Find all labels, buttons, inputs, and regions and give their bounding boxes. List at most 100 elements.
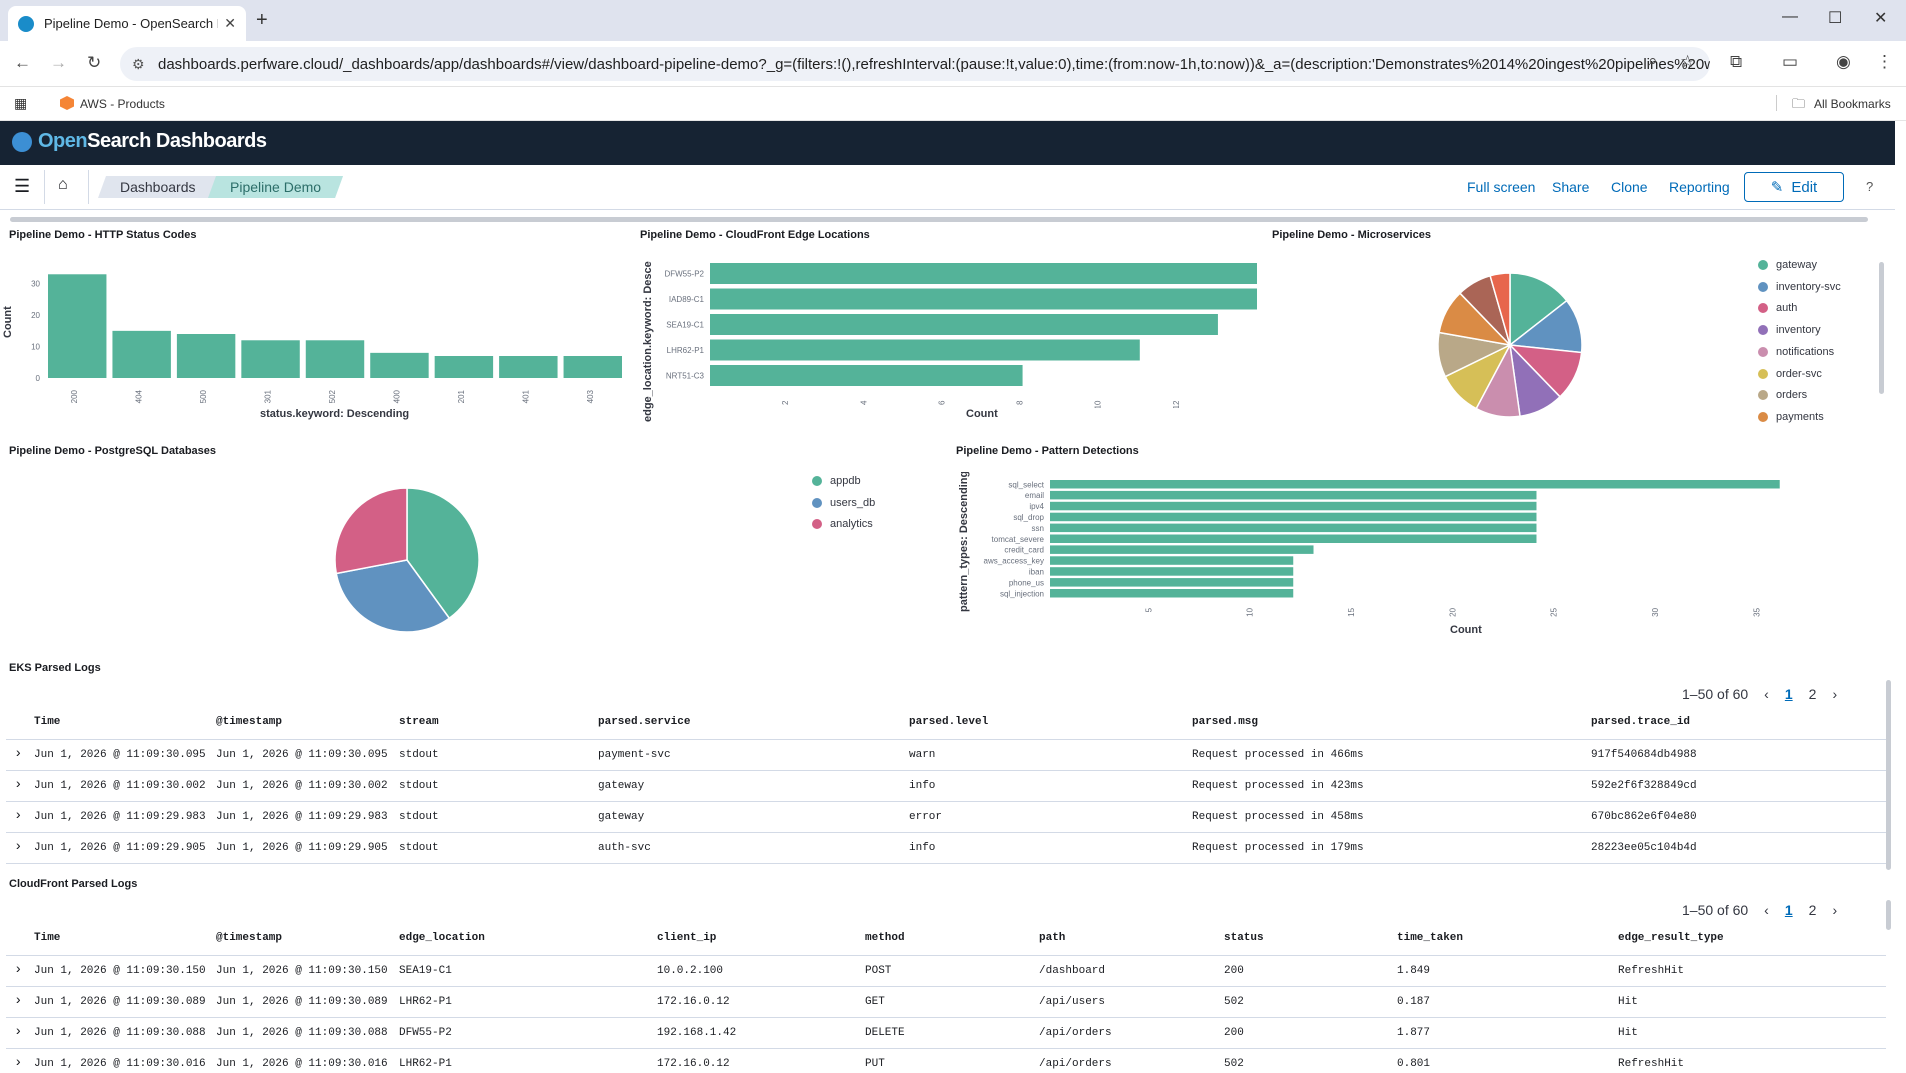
legend-item[interactable]: auth — [1758, 302, 1797, 314]
legend-item[interactable]: analytics — [812, 518, 873, 530]
full-screen-link[interactable]: Full screen — [1467, 179, 1536, 195]
home-icon[interactable]: ⌂ — [58, 176, 68, 193]
legend-item[interactable]: gateway — [1758, 259, 1817, 271]
apps-grid-icon[interactable]: ▦ — [14, 95, 28, 111]
forward-icon[interactable]: → — [50, 53, 67, 72]
legend-scrollbar[interactable] — [1879, 262, 1884, 394]
clone-link[interactable]: Clone — [1611, 179, 1648, 195]
column-header[interactable]: status — [1224, 932, 1264, 944]
column-header[interactable]: edge_result_type — [1618, 932, 1724, 944]
all-bookmarks[interactable]: All Bookmarks — [1814, 97, 1891, 111]
table-cell: gateway — [598, 780, 645, 792]
table-cell: DELETE — [865, 1027, 905, 1039]
legend-item[interactable]: notifications — [1758, 346, 1834, 358]
column-header[interactable]: parsed.service — [598, 716, 691, 728]
cf-page-2[interactable]: 2 — [1808, 902, 1817, 918]
cf-page-1[interactable]: 1 — [1784, 902, 1793, 918]
bookmark-star-icon[interactable]: ☆ — [1680, 52, 1696, 71]
bar — [499, 356, 558, 378]
reporting-link[interactable]: Reporting — [1669, 179, 1730, 195]
extensions-icon[interactable]: ⧉ — [1730, 52, 1743, 71]
menu-kebab-icon[interactable]: ⋮ — [1876, 52, 1893, 71]
back-icon[interactable]: ← — [14, 53, 31, 72]
column-header[interactable]: Time — [34, 932, 61, 944]
pie-slice — [335, 559, 451, 633]
cast-icon[interactable]: ▭ — [1782, 52, 1799, 71]
table-cell: 28223ee05c104b4d — [1591, 842, 1697, 854]
hamburger-menu-icon[interactable]: ☰ — [14, 176, 31, 196]
edit-button[interactable]: ✎ Edit — [1744, 172, 1844, 202]
minimize-icon[interactable]: — — [1782, 8, 1798, 25]
legend-item[interactable]: appdb — [812, 475, 861, 487]
legend-item[interactable]: order-svc — [1758, 368, 1822, 380]
bookmark-aws-products[interactable]: AWS - Products — [80, 97, 165, 111]
legend-item[interactable]: inventory — [1758, 324, 1821, 336]
column-header[interactable]: parsed.trace_id — [1591, 716, 1691, 728]
expand-row-icon[interactable]: › — [14, 962, 23, 978]
expand-row-icon[interactable]: › — [14, 746, 23, 762]
eks-page-2[interactable]: 2 — [1808, 686, 1817, 702]
table-row[interactable]: › Jun 1, 2026 @ 11:09:30.150 Jun 1, 2026 @… — [6, 956, 1886, 987]
table-cell: Request processed in 423ms — [1192, 780, 1364, 792]
legend-item[interactable]: orders — [1758, 389, 1807, 401]
table-row[interactable]: › Jun 1, 2026 @ 11:09:30.002 Jun 1, 2026 @… — [6, 771, 1886, 802]
column-header[interactable]: @timestamp — [216, 716, 283, 728]
expand-row-icon[interactable]: › — [14, 839, 23, 855]
column-header[interactable]: time_taken — [1397, 932, 1464, 944]
cf-scrollbar[interactable] — [1886, 900, 1891, 930]
expand-row-icon[interactable]: › — [14, 777, 23, 793]
expand-row-icon[interactable]: › — [14, 993, 23, 1009]
bar — [1050, 545, 1314, 554]
opensearch-logo[interactable]: Open Search Dashboards — [12, 130, 267, 153]
prev-page-icon[interactable]: ‹ — [1764, 686, 1769, 702]
column-header[interactable]: @timestamp — [216, 932, 283, 944]
horizontal-scrollbar[interactable] — [10, 217, 1868, 222]
legend-dot-icon — [1758, 368, 1768, 379]
legend-dot-icon — [812, 519, 822, 530]
url-bar[interactable]: ⚙ dashboards.perfware.cloud/_dashboards/… — [120, 47, 1710, 81]
column-header[interactable]: edge_location — [399, 932, 485, 944]
table-cell: POST — [865, 965, 892, 977]
column-header[interactable]: method — [865, 932, 905, 944]
column-header[interactable]: client_ip — [657, 932, 717, 944]
column-header[interactable]: parsed.msg — [1192, 716, 1259, 728]
new-tab-icon[interactable]: + — [256, 9, 268, 31]
profile-icon[interactable]: ◉ — [1836, 52, 1851, 71]
table-cell: Request processed in 179ms — [1192, 842, 1364, 854]
share-link[interactable]: Share — [1552, 179, 1590, 195]
breadcrumb-dashboards[interactable]: Dashboards — [98, 176, 218, 198]
column-header[interactable]: path — [1039, 932, 1066, 944]
next-page-icon[interactable]: › — [1832, 902, 1838, 918]
site-info-icon[interactable]: ⚙ — [132, 56, 145, 72]
x-tick-label: 301 — [264, 389, 273, 403]
zoom-icon[interactable]: ⌕ — [1648, 51, 1658, 70]
prev-page-icon[interactable]: ‹ — [1764, 902, 1769, 918]
expand-row-icon[interactable]: › — [14, 808, 23, 824]
next-page-icon[interactable]: › — [1832, 686, 1838, 702]
expand-row-icon[interactable]: › — [14, 1024, 23, 1040]
help-icon[interactable]: ? — [1866, 179, 1874, 194]
column-header[interactable]: parsed.level — [909, 716, 989, 728]
table-row[interactable]: › Jun 1, 2026 @ 11:09:30.088 Jun 1, 2026 @… — [6, 1018, 1886, 1049]
close-window-icon[interactable]: ✕ — [1874, 10, 1888, 27]
legend-item[interactable]: payments — [1758, 411, 1824, 423]
eks-page-1[interactable]: 1 — [1784, 686, 1793, 702]
table-row[interactable]: › Jun 1, 2026 @ 11:09:29.905 Jun 1, 2026 @… — [6, 833, 1886, 864]
legend-item[interactable]: users_db — [812, 497, 875, 509]
table-row[interactable]: › Jun 1, 2026 @ 11:09:30.095 Jun 1, 2026 @… — [6, 740, 1886, 771]
bar — [710, 314, 1218, 335]
table-row[interactable]: › Jun 1, 2026 @ 11:09:30.016 Jun 1, 2026 @… — [6, 1049, 1886, 1073]
eks-scrollbar[interactable] — [1886, 680, 1891, 870]
expand-row-icon[interactable]: › — [14, 1055, 23, 1071]
browser-tab[interactable]: Pipeline Demo - OpenSearch D ✕ — [8, 6, 246, 41]
close-tab-icon[interactable]: ✕ — [224, 15, 236, 31]
column-header[interactable]: Time — [34, 716, 61, 728]
legend-item[interactable]: inventory-svc — [1758, 281, 1841, 293]
maximize-icon[interactable]: ☐ — [1828, 10, 1843, 27]
table-row[interactable]: › Jun 1, 2026 @ 11:09:30.089 Jun 1, 2026 @… — [6, 987, 1886, 1018]
x-tick-label: 403 — [586, 389, 595, 403]
column-header[interactable]: stream — [399, 716, 439, 728]
reload-icon[interactable]: ↻ — [87, 53, 102, 72]
table-row[interactable]: › Jun 1, 2026 @ 11:09:29.983 Jun 1, 2026 @… — [6, 802, 1886, 833]
panel-title-cloudfront: Pipeline Demo - CloudFront Edge Location… — [640, 229, 870, 241]
